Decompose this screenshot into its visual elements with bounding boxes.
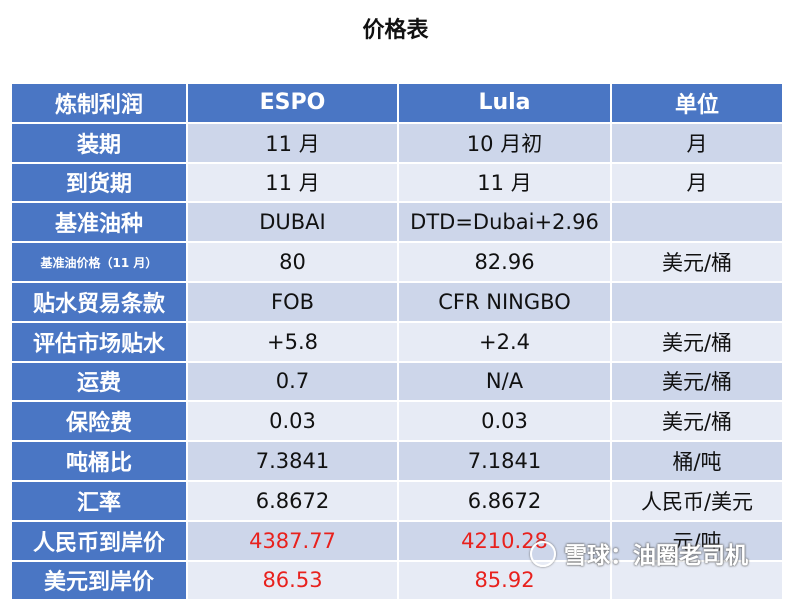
unit-cell: 桶/吨 (610, 440, 784, 482)
espo-cell: 4387.77 (186, 519, 399, 562)
unit-cell: 美元/桶 (610, 400, 784, 443)
table-row-benchmark-price: 基准油价格（11 月） 80 82.96 美元/桶 (10, 241, 784, 283)
lula-cell: 11 月 (397, 161, 612, 204)
lula-cell: 10 月初 (397, 121, 612, 164)
lula-cell: 7.1841 (397, 440, 612, 482)
table-row-loading-period: 装期 11 月 10 月初 月 (10, 121, 784, 164)
row-label: 评估市场贴水 (10, 320, 188, 363)
unit-cell: 月 (610, 161, 784, 204)
row-label: 美元到岸价 (10, 559, 188, 601)
espo-cell: 11 月 (186, 121, 399, 164)
table-row-rmb-landed-price: 人民币到岸价 4387.77 4210.28 元/吨 (10, 519, 784, 562)
table-row-exchange-rate: 汇率 6.8672 6.8672 人民币/美元 (10, 479, 784, 522)
espo-cell: 6.8672 (186, 479, 399, 522)
lula-cell: CFR NINGBO (397, 280, 612, 323)
row-label: 吨桶比 (10, 440, 188, 482)
row-label: 运费 (10, 360, 188, 403)
row-label: 到货期 (10, 161, 188, 204)
unit-cell: 月 (610, 121, 784, 164)
espo-cell: 80 (186, 241, 399, 283)
lula-cell: 0.03 (397, 400, 612, 443)
unit-cell: 美元/桶 (610, 241, 784, 283)
lula-cell: +2.4 (397, 320, 612, 363)
row-label: 汇率 (10, 479, 188, 522)
header-unit: 单位 (610, 82, 784, 124)
espo-cell: DUBAI (186, 201, 399, 244)
espo-cell: 0.03 (186, 400, 399, 443)
table-row-market-premium: 评估市场贴水 +5.8 +2.4 美元/桶 (10, 320, 784, 363)
espo-cell: 0.7 (186, 360, 399, 403)
snowball-logo-icon (530, 541, 556, 567)
lula-cell: 4210.28 (397, 519, 612, 562)
unit-cell (610, 201, 784, 244)
table-header-row: 炼制利润 ESPO Lula 单位 (10, 82, 784, 124)
row-label: 贴水贸易条款 (10, 280, 188, 323)
header-refining-margin: 炼制利润 (10, 82, 188, 124)
lula-cell: DTD=Dubai+2.96 (397, 201, 612, 244)
lula-cell: N/A (397, 360, 612, 403)
row-label: 基准油种 (10, 201, 188, 244)
espo-cell: 11 月 (186, 161, 399, 204)
unit-cell: 元/吨 (610, 519, 784, 562)
header-espo: ESPO (186, 82, 399, 124)
table-row-trade-terms: 贴水贸易条款 FOB CFR NINGBO (10, 280, 784, 323)
page-title: 价格表 (362, 18, 429, 43)
row-label: 装期 (10, 121, 188, 164)
row-label: 基准油价格（11 月） (10, 241, 188, 283)
table-row-barrel-ratio: 吨桶比 7.3841 7.1841 桶/吨 (10, 440, 784, 482)
row-label: 人民币到岸价 (10, 519, 188, 562)
unit-cell: 美元/桶 (610, 320, 784, 363)
row-label: 保险费 (10, 400, 188, 443)
price-table: 炼制利润 ESPO Lula 单位 装期 11 月 10 月初 月 到货期 11… (10, 82, 784, 601)
espo-cell: FOB (186, 280, 399, 323)
lula-cell: 6.8672 (397, 479, 612, 522)
table-row-benchmark-crude: 基准油种 DUBAI DTD=Dubai+2.96 (10, 201, 784, 244)
espo-cell: +5.8 (186, 320, 399, 363)
unit-cell (610, 280, 784, 323)
lula-cell: 82.96 (397, 241, 612, 283)
unit-cell: 人民币/美元 (610, 479, 784, 522)
table-row-arrival-period: 到货期 11 月 11 月 月 (10, 161, 784, 204)
table-row-insurance: 保险费 0.03 0.03 美元/桶 (10, 400, 784, 443)
table-row-freight: 运费 0.7 N/A 美元/桶 (10, 360, 784, 403)
unit-cell: 美元/桶 (610, 360, 784, 403)
watermark-text: 雪球：油圈老司机 (564, 543, 748, 569)
header-lula: Lula (397, 82, 612, 124)
watermark: 雪球：油圈老司机 (530, 536, 748, 570)
espo-cell: 86.53 (186, 559, 399, 601)
espo-cell: 7.3841 (186, 440, 399, 482)
